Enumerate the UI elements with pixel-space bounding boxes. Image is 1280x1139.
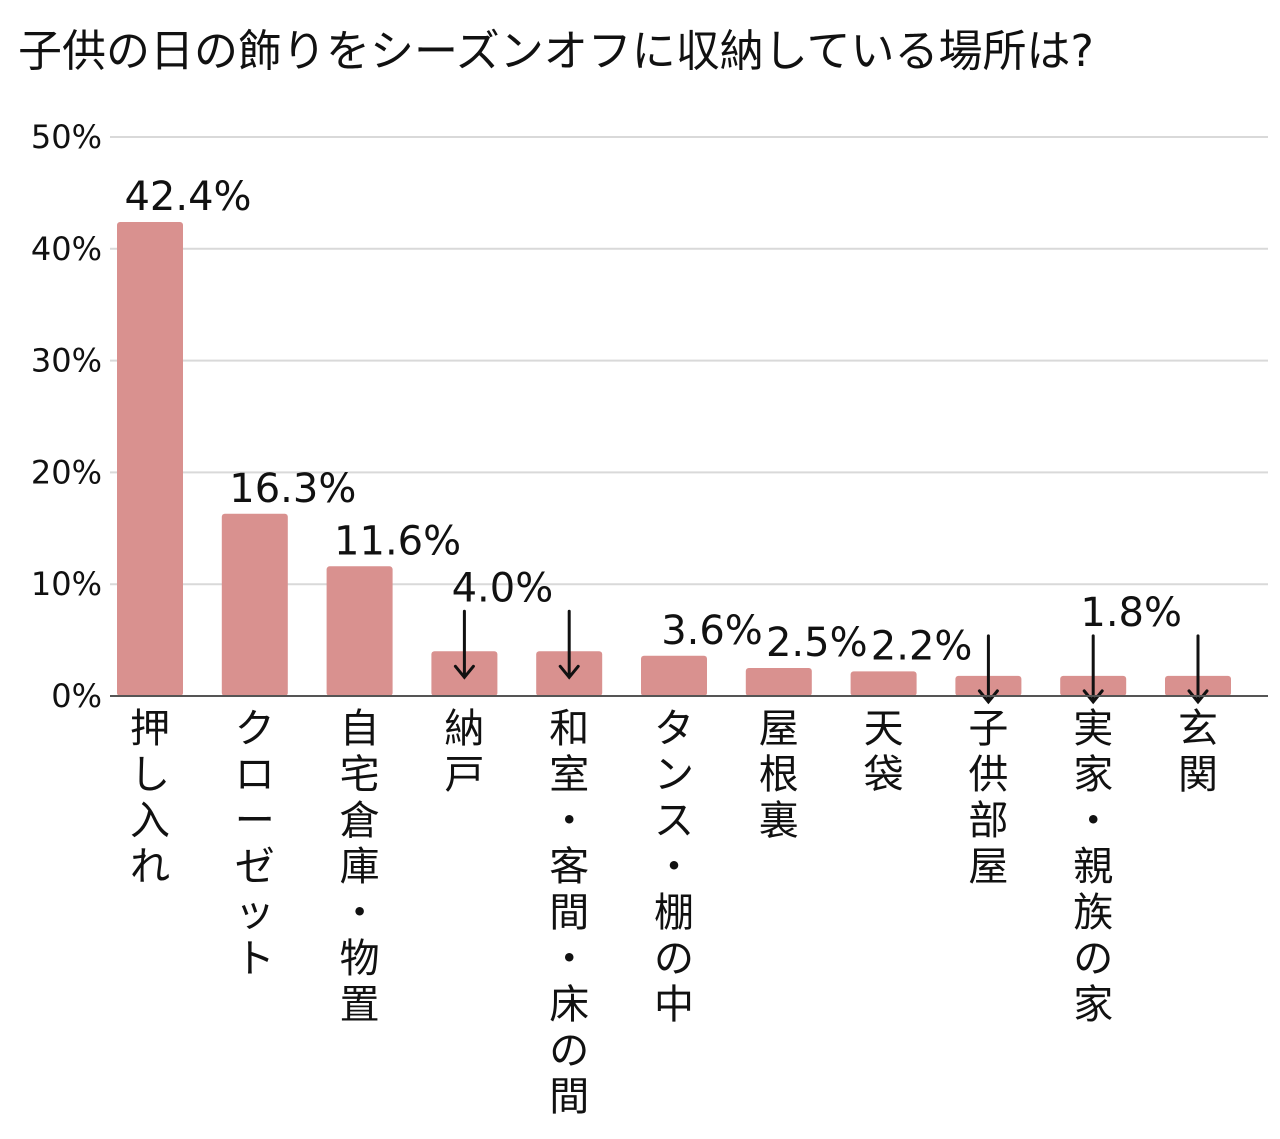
bar [641,655,707,696]
category-label: 屋根裏 [759,706,799,844]
y-axis-ticks: 0% 10% 20% 30% 40% 50% [31,118,102,715]
category-label: タンス・棚の中 [654,706,694,1028]
data-labels: 42.4% 16.3% 11.6%4.0% 3.6% 2.5% 2.2% 1.8% [124,174,1182,669]
bar [221,513,288,696]
y-tick-label: 50% [31,118,102,156]
category-label: 納戸 [444,706,484,798]
data-label: 1.8% [1080,590,1182,636]
data-label: 16.3% [229,466,356,512]
down-arrow-icon [1187,634,1209,705]
down-arrow-icon [977,634,999,705]
y-tick-label: 20% [31,453,102,491]
data-label: 2.5% [766,620,868,666]
data-label: 42.4% [124,174,251,220]
category-label: クローゼット [235,706,275,982]
category-labels: 押し入れ クローゼット 自宅倉庫・物置 納戸 和室・客間・床の間 タンス・棚の中 屋根裏 天袋… [130,706,1218,1120]
y-tick-label: 10% [31,565,102,603]
bar [745,668,812,696]
bar [326,566,393,696]
category-label: 玄関 [1178,706,1218,798]
category-label: 押し入れ [130,706,170,890]
bar [850,671,917,696]
data-label: 3.6% [661,608,763,654]
category-label: 子供部屋 [968,706,1008,890]
gridlines [110,136,1268,586]
down-arrow-icon [453,609,475,680]
chart-title: 子供の日の飾りをシーズンオフに収納している場所は? [18,26,1094,77]
data-label: 2.2% [871,623,973,669]
arrow-markers [453,609,1209,705]
data-label: 4.0% [452,565,554,611]
down-arrow-icon [558,609,580,680]
category-label: 和室・客間・床の間 [549,706,589,1120]
data-label: 11.6% [334,518,461,564]
category-label: 天袋 [864,706,904,798]
category-label: 実家・親族の家 [1073,706,1113,1028]
y-tick-label: 0% [51,677,102,715]
category-label: 自宅倉庫・物置 [340,706,380,1028]
down-arrow-icon [1082,634,1104,705]
bars [117,221,1231,696]
bar [117,221,183,696]
y-tick-label: 30% [31,342,102,380]
y-tick-label: 40% [31,230,102,268]
